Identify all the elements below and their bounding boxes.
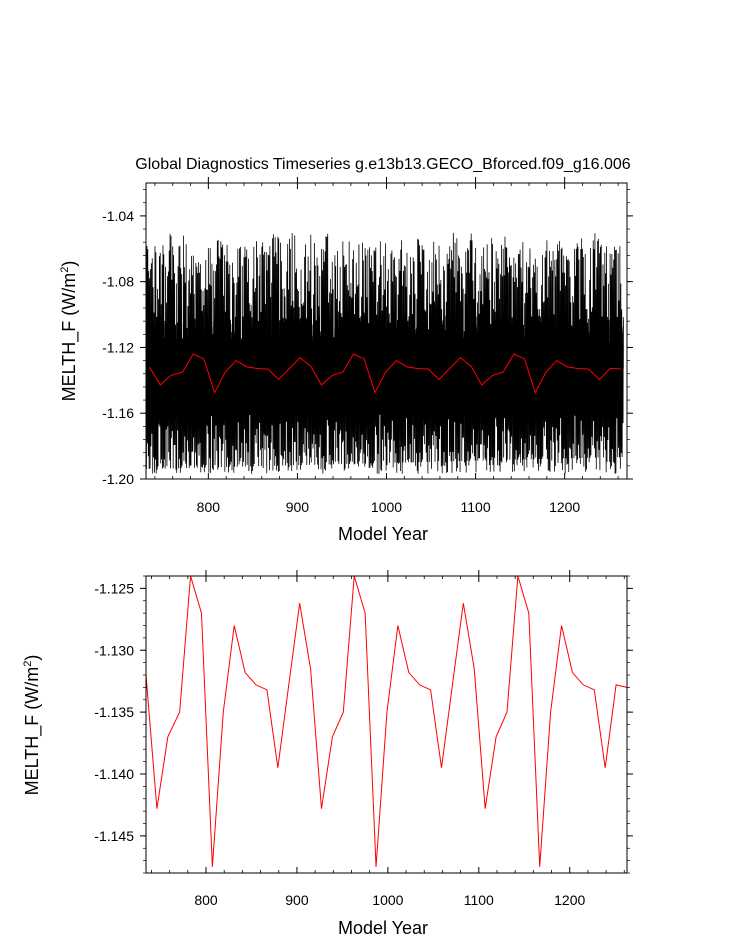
x-tick-label: 900 xyxy=(286,499,310,515)
y-tick-label: -1.16 xyxy=(102,405,134,421)
top-x-axis-title: Model Year xyxy=(338,524,428,544)
y-tick-label: -1.04 xyxy=(102,208,134,224)
x-tick-label: 1100 xyxy=(461,499,491,515)
bottom-annual-series-line xyxy=(145,575,628,867)
bottom-y-axis-title-end: ) xyxy=(22,655,42,661)
bottom-y-axis-title: MELTH_F (W/m2) xyxy=(22,655,43,796)
y-tick-label: -1.125 xyxy=(94,580,134,596)
y-tick-label: -1.20 xyxy=(102,471,134,487)
bottom-y-axis-title-sup: 2 xyxy=(22,661,34,667)
x-tick-label: 1000 xyxy=(372,892,403,908)
bottom-x-axis-title: Model Year xyxy=(338,918,428,938)
top-y-axis-title-sup: 2 xyxy=(59,267,71,273)
top-monthly-series-line xyxy=(145,232,624,474)
x-tick-label: 1200 xyxy=(549,499,580,515)
bottom-panel: 800 900 1000 1100 1200 -1.145 -1.140 -1.135 -1.1… xyxy=(22,570,633,938)
top-tick-labels: 800 900 1000 1100 1200 -1.20 -1.16 -1.12 -1.08 -1… xyxy=(102,208,580,515)
y-tick-label: -1.08 xyxy=(102,274,134,290)
y-tick-label: -1.12 xyxy=(102,339,134,355)
top-y-axis-title: MELTH_F (W/m2) xyxy=(59,261,80,402)
x-tick-label: 1200 xyxy=(554,892,585,908)
x-tick-label: 1000 xyxy=(371,499,402,515)
bottom-tick-labels: 800 900 1000 1100 1200 -1.145 -1.140 -1.135 -1.1… xyxy=(94,580,585,908)
top-annual-series-line xyxy=(149,353,621,394)
bottom-y-axis-title-main: MELTH_F (W/m xyxy=(22,667,43,796)
top-panel: 800 900 1000 1100 1200 -1.20 -1.16 -1.12 -1.08 -1… xyxy=(59,177,633,544)
x-tick-label: 800 xyxy=(194,892,218,908)
y-tick-label: -1.135 xyxy=(94,704,134,720)
top-y-axis-title-main: MELTH_F (W/m xyxy=(59,273,80,402)
top-plot-frame xyxy=(145,182,628,480)
x-tick-label: 900 xyxy=(285,892,309,908)
top-y-axis-title-end: ) xyxy=(59,261,79,267)
y-tick-label: -1.130 xyxy=(94,642,134,658)
y-tick-label: -1.140 xyxy=(94,766,134,782)
x-tick-label: 800 xyxy=(197,499,221,515)
chart-title: Global Diagnostics Timeseries g.e13b13.G… xyxy=(135,156,631,173)
y-tick-label: -1.145 xyxy=(94,828,134,844)
x-tick-label: 1100 xyxy=(464,892,494,908)
bottom-plot-frame xyxy=(145,575,628,874)
